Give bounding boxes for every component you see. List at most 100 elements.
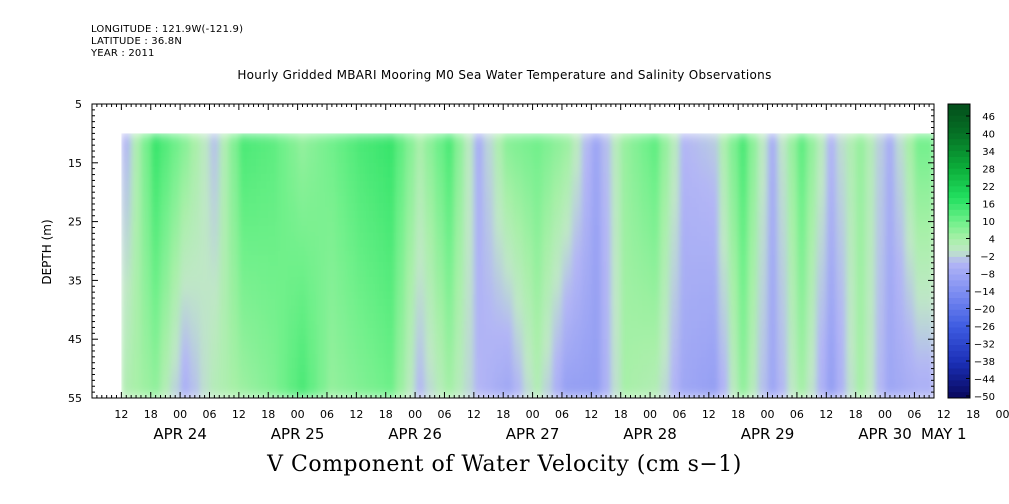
heatmap-cell	[248, 177, 260, 193]
heatmap-cell	[278, 236, 289, 252]
heatmap-cell	[150, 265, 162, 281]
heatmap-cell	[659, 192, 671, 208]
x-tick-label: 06	[555, 408, 569, 421]
heatmap-cell	[346, 133, 357, 149]
heatmap-cell	[366, 206, 377, 223]
heatmap-cell	[522, 177, 534, 193]
heatmap-cell	[229, 368, 240, 384]
heatmap-cell	[150, 309, 162, 326]
heatmap-cell	[738, 280, 749, 296]
heatmap-cell	[855, 265, 867, 281]
heatmap-cell	[591, 383, 602, 398]
heatmap-cell	[287, 221, 299, 237]
heatmap-cell	[405, 148, 416, 164]
heatmap-cell	[542, 177, 553, 193]
heatmap-cell	[571, 162, 583, 179]
heatmap-cell	[904, 353, 916, 370]
heatmap-cell	[816, 280, 827, 296]
colorbar-swatch	[948, 109, 970, 117]
colorbar-swatch	[948, 186, 970, 193]
heatmap-cell	[317, 206, 328, 223]
heatmap-cell	[845, 221, 857, 237]
heatmap-cell	[454, 324, 465, 340]
heatmap-cell	[640, 280, 651, 296]
heatmap-cell	[297, 280, 308, 296]
heatmap-cell	[346, 324, 357, 340]
heatmap-cell	[307, 236, 318, 252]
heatmap-cell	[552, 383, 563, 398]
heatmap-cell	[317, 295, 328, 311]
heatmap-cell	[366, 221, 377, 237]
heatmap-cell	[395, 265, 406, 281]
heatmap-cell	[356, 383, 367, 398]
heatmap-cell	[454, 206, 465, 223]
heatmap-cell	[914, 324, 925, 340]
heatmap-cell	[140, 206, 152, 223]
heatmap-cell	[757, 206, 769, 223]
heatmap-cell	[278, 133, 289, 149]
heatmap-cell	[346, 368, 357, 384]
heatmap-cell	[287, 148, 299, 164]
heatmap-cell	[405, 368, 416, 384]
heatmap-cell	[738, 383, 749, 398]
heatmap-cell	[385, 236, 397, 252]
heatmap-cell	[473, 265, 485, 281]
heatmap-cell	[160, 368, 171, 384]
heatmap-cell	[415, 295, 426, 311]
heatmap-cell	[757, 295, 769, 311]
heatmap-cell	[131, 162, 142, 179]
heatmap-cell	[248, 236, 260, 252]
heatmap-cell	[503, 148, 514, 164]
heatmap-cell	[170, 280, 181, 296]
heatmap-cell	[787, 177, 798, 193]
colorbar-swatch	[948, 180, 970, 187]
heatmap-cell	[924, 221, 934, 237]
heatmap-cell	[287, 280, 299, 296]
heatmap-cell	[796, 236, 808, 252]
heatmap-cell	[875, 309, 886, 326]
heatmap-cell	[375, 265, 387, 281]
heatmap-cell	[845, 206, 857, 223]
heatmap-cell	[278, 162, 289, 179]
heatmap-cell	[532, 309, 543, 326]
heatmap-cell	[777, 309, 788, 326]
heatmap-cell	[356, 353, 367, 370]
heatmap-cell	[258, 221, 269, 237]
heatmap-cell	[473, 295, 485, 311]
heatmap-cell	[278, 177, 289, 193]
heatmap-cell	[121, 280, 132, 296]
heatmap-cell	[395, 368, 406, 384]
heatmap-cell	[160, 353, 171, 370]
heatmap-cell	[855, 162, 867, 179]
heatmap-cell	[483, 221, 495, 237]
heatmap-cell	[229, 177, 240, 193]
heatmap-cell	[610, 280, 622, 296]
heatmap-cell	[591, 133, 602, 149]
heatmap-cell	[395, 148, 406, 164]
heatmap-cell	[366, 265, 377, 281]
heatmap-cell	[287, 339, 299, 355]
heatmap-cell	[885, 162, 896, 179]
heatmap-cell	[875, 221, 886, 237]
heatmap-cell	[845, 177, 857, 193]
heatmap-cell	[522, 192, 534, 208]
heatmap-cell	[650, 192, 661, 208]
heatmap-cell	[610, 339, 622, 355]
colorbar-swatch	[948, 215, 970, 223]
heatmap-cell	[278, 295, 289, 311]
heatmap-cell	[464, 133, 475, 149]
heatmap-cell	[454, 353, 465, 370]
heatmap-cell	[532, 383, 543, 398]
heatmap-cell	[689, 324, 700, 340]
heatmap-cell	[885, 192, 896, 208]
heatmap-cell	[904, 177, 916, 193]
colorbar-label: 40	[982, 130, 995, 141]
heatmap-cell	[493, 339, 504, 355]
heatmap-cell	[522, 295, 534, 311]
heatmap-cell	[513, 162, 524, 179]
heatmap-cell	[180, 309, 191, 326]
heatmap-cell	[601, 353, 612, 370]
heatmap-cell	[405, 133, 416, 149]
heatmap-cell	[669, 339, 681, 355]
heatmap-cell	[552, 192, 563, 208]
